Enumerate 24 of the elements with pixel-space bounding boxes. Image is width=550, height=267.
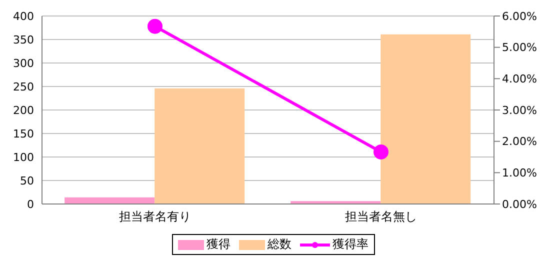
y2-tick-label: 1.00% [502,166,537,180]
legend-label: 獲得率 [332,236,368,253]
bar [64,197,155,204]
y-tick-label: 50 [20,174,34,188]
y-tick-label: 150 [13,127,34,140]
y-tick-label: 300 [13,56,34,70]
y-tick-label: 0 [27,198,34,211]
y2-tick-label: 2.00% [502,135,537,148]
y2-tick-label: 5.00% [502,41,537,54]
y-tick-label: 250 [13,80,34,94]
y2-tick-label: 4.00% [502,72,537,86]
y2-tick-label: 6.00% [502,10,537,23]
y-tick-label: 200 [13,104,34,117]
y-tick-label: 350 [13,33,34,46]
y2-tick-label: 3.00% [502,104,537,117]
bar [380,34,471,204]
legend-label: 総数 [268,236,292,253]
x-tick-label: 担当者名無し [345,210,417,224]
y2-tick-label: 0.00% [502,198,537,211]
y-tick-label: 400 [13,10,34,23]
y-tick-label: 100 [13,150,34,164]
legend-label: 獲得 [206,236,230,253]
bar [154,88,245,204]
x-tick-label: 担当者名有り [119,210,191,224]
